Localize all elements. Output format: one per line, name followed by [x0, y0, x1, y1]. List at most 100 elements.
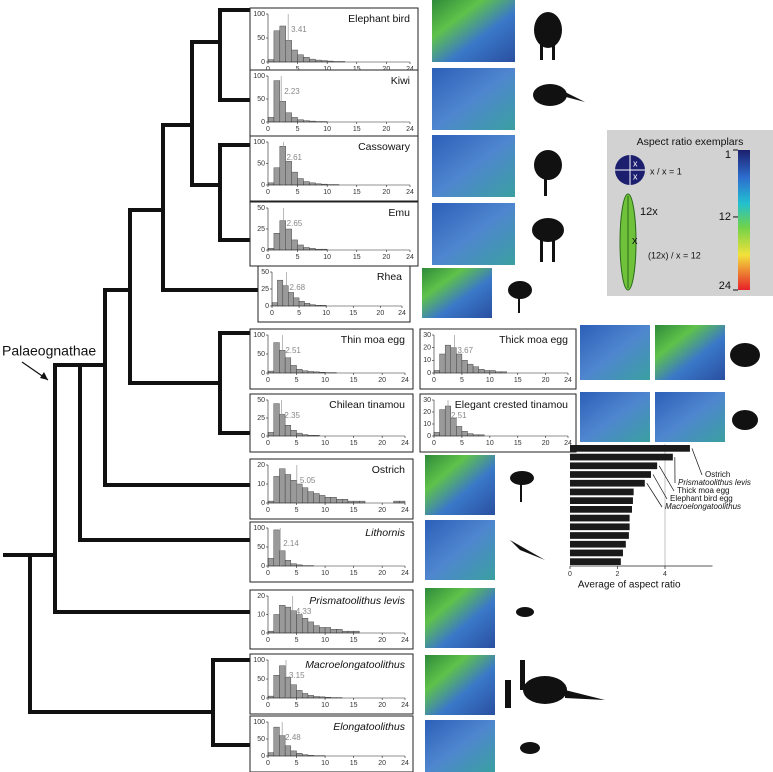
x-tick-label: 10: [321, 507, 329, 514]
y-tick-label: 50: [257, 205, 265, 212]
mean-label: 2.51: [285, 346, 301, 355]
x-tick-label: 24: [401, 440, 409, 447]
hist-bar: [290, 430, 297, 437]
x-tick-label: 10: [322, 310, 330, 317]
legend-ratio: x / x = 1: [650, 166, 682, 176]
x-tick-label: 5: [296, 254, 300, 261]
x-tick-label: 20: [378, 637, 386, 644]
bar: [570, 558, 621, 565]
x-tick-label: 15: [353, 126, 361, 133]
x-tick-label: 0: [432, 440, 436, 447]
y-tick-label: 20: [257, 462, 265, 469]
x-tick-label: 15: [353, 254, 361, 261]
x-tick-label: 15: [353, 189, 361, 196]
x-tick-label: 5: [296, 66, 300, 73]
hist-bar: [285, 40, 292, 63]
x-tick-label: 24: [401, 507, 409, 514]
hist-bar: [279, 468, 286, 504]
legend-x: x: [633, 171, 638, 181]
bar-label: Ostrich: [705, 470, 730, 479]
hist-bar: [284, 357, 292, 374]
hist-bar: [284, 745, 292, 757]
x-tick-label: 24: [564, 377, 572, 384]
x-tick-label: 0: [432, 377, 436, 384]
bar-label: Macroelongatoolithus: [665, 502, 741, 511]
mean-label: 2.51: [451, 411, 467, 420]
hist-bar: [279, 220, 286, 251]
hist-bar: [456, 426, 463, 437]
panel-title: Emu: [388, 207, 410, 219]
y-tick-label: 50: [257, 351, 265, 358]
hist-bar: [285, 228, 292, 251]
y-tick-label: 50: [257, 35, 265, 42]
hist-bar: [330, 497, 337, 504]
x-tick-label: 24: [401, 637, 409, 644]
x-tick-label: 15: [350, 440, 358, 447]
x-tick-label: 24: [401, 760, 409, 767]
hist-bar: [290, 750, 297, 757]
label-arrow: [691, 448, 703, 476]
y-tick-label: 10: [257, 611, 265, 618]
x-tick-label: 15: [514, 440, 522, 447]
panel-title: Elegant crested tinamou: [455, 399, 568, 411]
hist-bar: [267, 432, 274, 437]
hist-bar: [478, 369, 485, 374]
hist-bar: [313, 493, 320, 504]
hist-bar: [330, 629, 337, 634]
hist-bar: [298, 301, 305, 307]
hist-bar: [273, 342, 280, 374]
x-tick-label: 0: [266, 189, 270, 196]
hist-bar: [309, 58, 316, 63]
y-tick-label: 30: [423, 332, 431, 339]
panel-title: Thin moa egg: [341, 334, 405, 346]
mean-label: 3.67: [457, 346, 473, 355]
mean-label: 2.23: [284, 87, 300, 96]
bar: [570, 514, 630, 522]
hist-bar: [288, 292, 294, 307]
hist-bar: [273, 675, 280, 699]
panel-title: Prismatoolithus levis: [309, 595, 405, 607]
x-tick-label: 20: [382, 126, 390, 133]
hist-bar: [273, 614, 280, 634]
x-tick-label: 20: [542, 377, 550, 384]
y-tick-label: 0: [261, 695, 265, 702]
x-tick-label: 24: [564, 440, 572, 447]
mean-label: 2.61: [286, 153, 302, 162]
x-tick-label: 0: [266, 702, 270, 709]
hist-bar: [297, 244, 304, 251]
x-tick-label: 0: [266, 570, 270, 577]
hist-bar: [472, 366, 479, 374]
panel-title: Thick moa egg: [499, 334, 568, 346]
hist-bar: [291, 49, 298, 63]
y-tick-label: 0: [427, 370, 431, 377]
x-tick-label: 15: [514, 377, 522, 384]
hist-bar: [273, 529, 280, 567]
y-tick-label: 20: [423, 409, 431, 416]
colorbar: [738, 150, 750, 290]
hist-bar: [489, 370, 496, 374]
x-tick-label: 5: [296, 189, 300, 196]
legend-x: x: [633, 158, 638, 168]
y-tick-label: 0: [265, 303, 269, 310]
x-tick-label: 4: [663, 571, 667, 578]
x-axis-label: Average of aspect ratio: [578, 580, 681, 591]
hist-bar: [342, 499, 349, 504]
hist-bar: [273, 726, 280, 757]
hist-bar: [291, 239, 298, 251]
x-tick-label: 10: [486, 377, 494, 384]
hist-bar: [303, 247, 310, 251]
legend-x: x: [632, 235, 638, 247]
y-tick-label: 0: [261, 563, 265, 570]
hist-bar: [297, 119, 304, 123]
y-tick-label: 10: [423, 357, 431, 364]
y-tick-label: 50: [257, 676, 265, 683]
x-tick-label: 15: [350, 637, 358, 644]
x-tick-label: 15: [350, 760, 358, 767]
y-tick-label: 0: [261, 247, 265, 254]
x-tick-label: 5: [297, 310, 301, 317]
x-tick-label: 0: [568, 571, 572, 578]
x-tick-label: 0: [270, 310, 274, 317]
hist-bar: [433, 432, 440, 437]
hist-bar: [302, 693, 309, 699]
label-arrow: [658, 465, 675, 492]
